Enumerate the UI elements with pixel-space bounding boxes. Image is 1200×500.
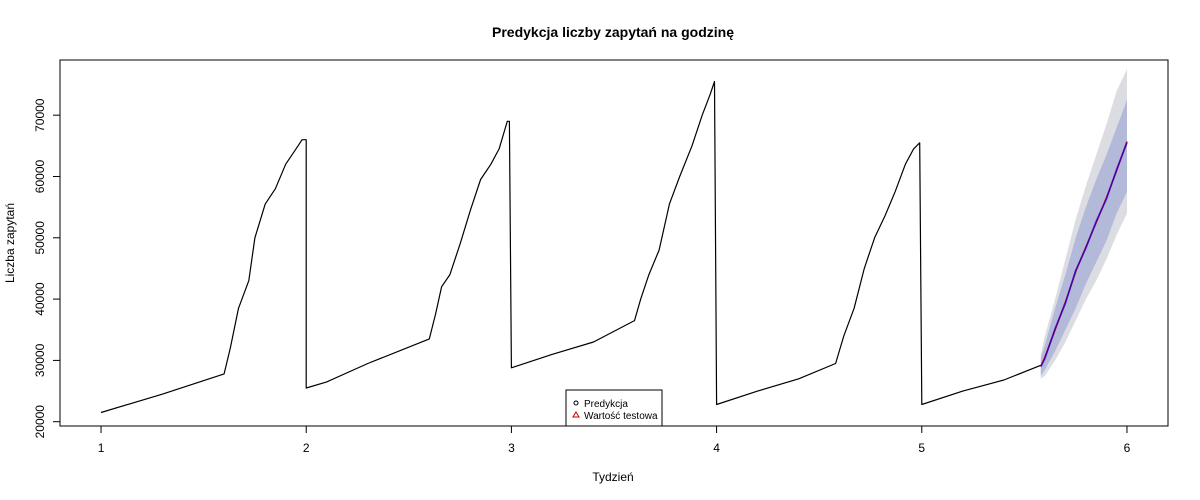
y-tick-label: 20000 [33,405,47,439]
interval-80-band [1040,99,1127,376]
chart-title: Predykcja liczby zapytań na godzinę [492,24,734,40]
prediction-intervals [1040,69,1127,379]
y-tick-label: 60000 [33,159,47,193]
legend-label-wartosc-testowa: Wartość testowa [584,411,658,422]
legend-box [565,389,663,427]
y-tick-label: 40000 [33,282,47,316]
data-series [100,80,1128,414]
y-axis: 20000 30000 40000 50000 60000 70000 [33,98,61,439]
legend: Predykcja Wartość testowa [565,389,663,427]
x-tick-label: 6 [1124,441,1131,455]
y-tick-label: 50000 [33,221,47,255]
x-tick-label: 1 [98,441,105,455]
x-axis-label: Tydzień [592,470,633,484]
x-tick-label: 4 [713,441,720,455]
x-axis: 1 2 3 4 5 6 [98,425,1131,455]
x-tick-label: 5 [918,441,925,455]
legend-label-predykcja: Predykcja [584,399,628,410]
y-tick-label: 70000 [33,98,47,132]
legend-marker-wartosc-testowa [572,411,580,418]
legend-marker-predykcja [573,400,579,406]
x-tick-label: 3 [508,441,515,455]
plot-frame [59,59,1169,427]
x-tick-label: 2 [303,441,310,455]
y-tick-label: 30000 [33,343,47,377]
y-axis-label: Liczba zapytań [3,203,17,283]
series-line-history [100,80,1042,414]
series-line-test [1040,142,1128,367]
